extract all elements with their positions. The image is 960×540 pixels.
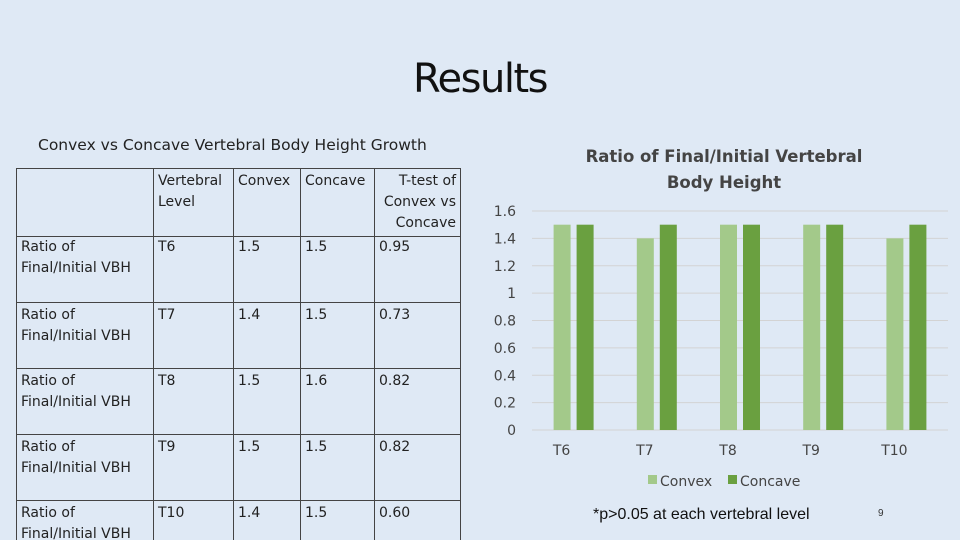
y-tick-label: 1 (507, 286, 516, 302)
footnote: *p>0.05 at each vertebral level (593, 506, 810, 523)
x-tick-label: T9 (801, 443, 819, 459)
table-cell: 1.5 (300, 236, 375, 303)
bar-concave-t8 (743, 224, 760, 430)
legend-label: Convex (660, 474, 712, 490)
bar-concave-t6 (576, 224, 594, 430)
table-cell: 1.5 (233, 434, 301, 501)
x-tick-label: T6 (552, 443, 571, 459)
bar-convex-t8 (720, 224, 737, 430)
bar-concave-t9 (826, 224, 844, 430)
table-cell: Ratio of Final/Initial VBH (16, 368, 154, 435)
table-cell: 0.95 (374, 236, 461, 303)
bar-convex-t10 (886, 238, 904, 430)
table-cell: Ratio of Final/Initial VBH (16, 434, 154, 501)
results-table: Vertebral Level Convex Concave T-test of… (16, 168, 461, 540)
x-tick-label: T10 (880, 443, 907, 459)
table-header-cell: T-test of Convex vs Concave (374, 168, 461, 237)
legend-swatch (728, 475, 737, 484)
table-header-cell (16, 168, 154, 237)
bar-concave-t7 (659, 224, 677, 430)
table-cell: Ratio of Final/Initial VBH (16, 500, 154, 540)
table-cell: T7 (153, 302, 234, 369)
slide-title: Results (413, 56, 548, 102)
table-cell: 0.60 (374, 500, 461, 540)
table-cell: T8 (153, 368, 234, 435)
table-cell: 0.73 (374, 302, 461, 369)
table-cell: 1.5 (300, 434, 375, 501)
table-row: Ratio of Final/Initial VBH T9 1.5 1.5 0.… (16, 434, 461, 501)
table-caption: Convex vs Concave Vertebral Body Height … (38, 136, 427, 154)
table-row: Ratio of Final/Initial VBH T6 1.5 1.5 0.… (16, 236, 461, 303)
table-cell: 1.5 (233, 236, 301, 303)
table-header-cell: Convex (233, 168, 301, 237)
y-tick-label: 1.6 (494, 204, 516, 220)
page-number: 9 (878, 508, 884, 519)
y-tick-label: 0 (507, 423, 516, 439)
table-cell: 1.5 (300, 500, 375, 540)
bar-chart: 0 0.2 0.4 0.6 0.8 1 1.2 1.4 1.6 T6 T7 T8 T9 T10 Conv… (494, 204, 948, 490)
table-cell: 1.4 (233, 302, 301, 369)
table-cell: 0.82 (374, 368, 461, 435)
legend-label: Concave (740, 474, 800, 490)
table-cell: 1.4 (233, 500, 301, 540)
table-row: Ratio of Final/Initial VBH T10 1.4 1.5 0… (16, 500, 461, 540)
y-tick-label: 0.4 (494, 368, 516, 384)
table-row: Ratio of Final/Initial VBH T7 1.4 1.5 0.… (16, 302, 461, 369)
table-row: Ratio of Final/Initial VBH T8 1.5 1.6 0.… (16, 368, 461, 435)
y-tick-label: 1.4 (494, 231, 516, 247)
legend-swatch (648, 475, 657, 484)
table-cell: 1.5 (233, 368, 301, 435)
table-cell: 1.6 (300, 368, 375, 435)
y-tick-label: 0.2 (494, 396, 516, 412)
table-cell: 1.5 (300, 302, 375, 369)
table-cell: Ratio of Final/Initial VBH (16, 236, 154, 303)
y-tick-label: 0.6 (494, 341, 516, 357)
table-header-cell: Vertebral Level (153, 168, 234, 237)
table-cell: Ratio of Final/Initial VBH (16, 302, 154, 369)
chart-title: Ratio of Final/Initial Vertebral Body He… (585, 147, 863, 192)
bar-convex-t9 (803, 224, 821, 430)
table-cell: T6 (153, 236, 234, 303)
table-cell: T9 (153, 434, 234, 501)
y-tick-label: 0.8 (494, 314, 516, 330)
table-cell: T10 (153, 500, 234, 540)
table-header-row: Vertebral Level Convex Concave T-test of… (16, 168, 461, 237)
bar-concave-t10 (909, 224, 927, 430)
bar-convex-t7 (636, 238, 654, 430)
x-tick-label: T7 (635, 443, 653, 459)
table-header-cell: Concave (300, 168, 375, 237)
y-tick-label: 1.2 (494, 259, 516, 275)
bar-convex-t6 (553, 224, 571, 430)
x-tick-label: T8 (718, 443, 736, 459)
table-cell: 0.82 (374, 434, 461, 501)
